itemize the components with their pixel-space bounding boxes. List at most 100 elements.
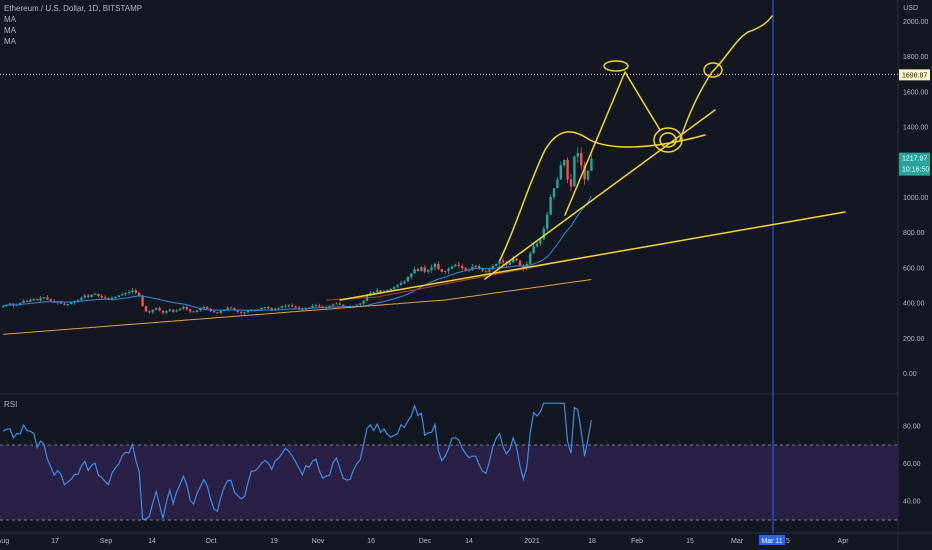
candle-body — [260, 307, 263, 310]
upside-curve — [679, 15, 773, 141]
candle-body — [212, 311, 216, 313]
time-tick-label: 18 — [588, 538, 596, 545]
candle-body — [413, 269, 416, 274]
candle-body — [464, 268, 467, 271]
candle-body — [331, 304, 335, 306]
candle-body — [559, 165, 562, 180]
candle-body — [491, 265, 494, 270]
candle-body — [263, 307, 267, 308]
price-tick-label: 1000.00 — [903, 195, 928, 202]
candle-body — [233, 308, 236, 311]
candle-body — [362, 300, 365, 304]
candle-body — [318, 305, 321, 307]
candle-body — [93, 293, 97, 295]
candle-body — [539, 239, 542, 244]
candle-body — [420, 267, 423, 271]
candle-body — [430, 267, 433, 271]
ma-indicator-2[interactable]: MA — [4, 26, 16, 35]
time-tick-label: Oct — [206, 538, 217, 545]
candle-body — [121, 294, 124, 296]
candle-body — [236, 310, 239, 312]
candle-body — [144, 306, 148, 312]
candle-body — [127, 292, 131, 294]
candle-body — [457, 264, 460, 266]
candle-body — [110, 297, 114, 300]
candle-body — [270, 308, 273, 310]
candle-body — [311, 306, 314, 308]
price-tick-label: 200.00 — [903, 336, 925, 343]
candle-body — [155, 307, 158, 310]
candle-body — [107, 298, 110, 300]
candle-body — [42, 297, 46, 299]
candle-body — [87, 295, 90, 297]
candle-body — [168, 309, 171, 312]
candle-body — [36, 299, 39, 301]
rsi-band — [0, 445, 898, 520]
candle-body — [124, 292, 127, 295]
currency-label: USD — [903, 5, 918, 12]
ma-slow-line — [3, 279, 592, 335]
candle-body — [240, 311, 243, 314]
channel-curve — [499, 131, 706, 261]
candle-body — [229, 307, 233, 309]
long-trendline — [339, 211, 846, 301]
candle-body — [556, 179, 559, 189]
candle-body — [29, 299, 32, 302]
candle-body — [580, 153, 583, 166]
candle-body — [437, 263, 440, 270]
price-tick-label: 400.00 — [903, 301, 925, 308]
candle-body — [338, 303, 341, 305]
candle-body — [386, 290, 389, 292]
time-tick-label: 16 — [367, 538, 375, 545]
candle-body — [114, 296, 117, 298]
candle-body — [532, 246, 535, 254]
symbol-title[interactable]: Ethereum / U.S. Dollar, 1D, BITSTAMP — [4, 4, 143, 13]
candle-body — [566, 160, 569, 180]
time-marker-tag — [759, 535, 785, 545]
candle-body — [175, 310, 178, 312]
ma-fast-line — [3, 196, 592, 312]
candle-body — [32, 299, 35, 301]
ma-indicator-1[interactable]: MA — [4, 15, 16, 24]
candle-body — [76, 299, 80, 301]
candle-body — [590, 158, 593, 171]
candle-body — [90, 294, 93, 297]
candle-body — [450, 266, 454, 269]
time-tick-label: Feb — [631, 538, 643, 545]
candle-body — [59, 301, 63, 304]
candle-body — [104, 297, 107, 299]
drawings — [339, 15, 846, 301]
time-tick-label: Mar — [731, 538, 744, 545]
candle-body — [416, 269, 420, 271]
candle-body — [433, 263, 437, 268]
time-tick-label: Sep — [100, 538, 113, 545]
price-tick-label: 1600.00 — [903, 89, 928, 96]
candle-body — [573, 156, 576, 187]
candle-body — [461, 265, 464, 269]
candle-body — [471, 267, 474, 270]
candle-body — [498, 260, 501, 264]
candle-body — [70, 302, 73, 305]
rsi-label[interactable]: RSI — [4, 400, 18, 409]
candle-body — [287, 305, 290, 307]
candle-body — [199, 308, 202, 311]
candle-body — [440, 269, 443, 272]
rsi-tick-label: 80.00 — [903, 424, 921, 431]
candle-body — [427, 270, 430, 272]
candle-body — [274, 308, 277, 310]
candle-body — [226, 307, 229, 310]
candle-body — [342, 304, 345, 307]
time-tick-label: 17 — [51, 538, 59, 545]
candle-body — [549, 197, 552, 215]
candle-body — [372, 292, 375, 294]
candle-body — [243, 312, 246, 314]
candle-body — [396, 285, 399, 287]
horizontal-price-tag — [899, 69, 930, 81]
price-tick-label: 600.00 — [903, 265, 925, 272]
price-tick-label: 800.00 — [903, 230, 925, 237]
candle-body — [515, 258, 518, 261]
candle-body — [66, 304, 69, 306]
rsi-tick-label: 60.00 — [903, 461, 921, 468]
ma-indicator-3[interactable]: MA — [4, 37, 16, 46]
price-tick-label: 1400.00 — [903, 125, 928, 132]
